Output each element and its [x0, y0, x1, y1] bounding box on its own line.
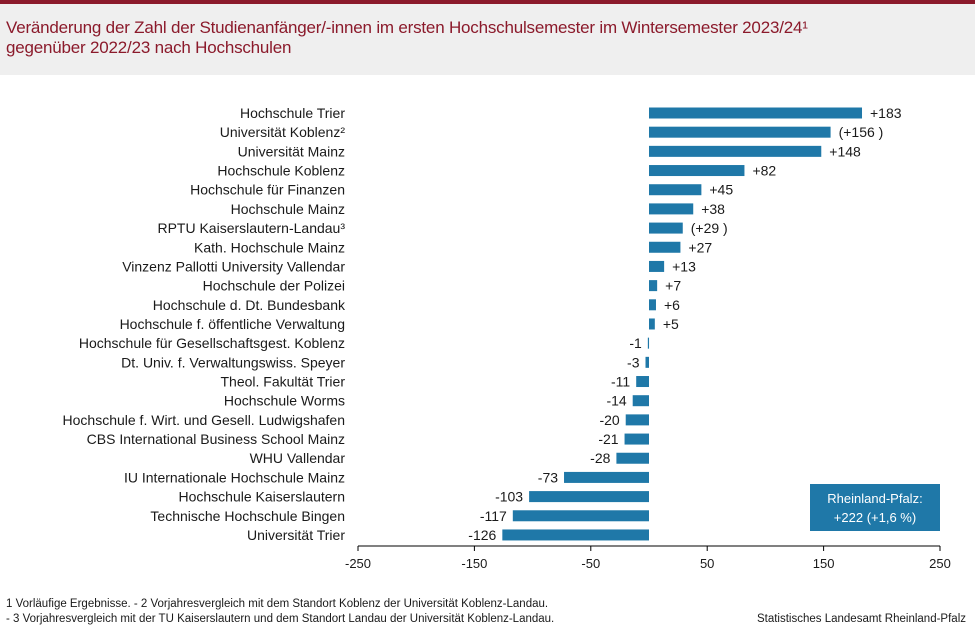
header: Veränderung der Zahl der Studienanfänger…: [0, 4, 975, 75]
bar: [649, 145, 822, 157]
data-label: -28: [590, 450, 610, 466]
footnote-line-2: - 3 Vorjahresvergleich mit der TU Kaiser…: [6, 613, 555, 625]
top-accent-bar: [0, 0, 975, 4]
category-label: Hochschule für Finanzen: [190, 182, 345, 198]
bar: [636, 376, 649, 388]
x-tick-label: 50: [700, 556, 714, 571]
data-label: -21: [598, 431, 618, 447]
category-label: Hochschule f. öffentliche Verwaltung: [120, 316, 345, 332]
category-label: Kath. Hochschule Mainz: [194, 239, 345, 255]
footnote-line-1: 1 Vorläufige Ergebnisse. - 2 Vorjahresve…: [6, 598, 549, 610]
category-label: WHU Vallendar: [250, 450, 346, 466]
bar: [625, 414, 649, 426]
data-label: +27: [688, 239, 712, 255]
category-label: Hochschule f. Wirt. und Gesell. Ludwigsh…: [63, 412, 345, 428]
data-label: -14: [606, 393, 626, 409]
x-tick-label: 150: [813, 556, 835, 571]
bar: [649, 299, 656, 311]
bar: [649, 203, 694, 215]
bar: [649, 126, 831, 138]
category-label: Hochschule Kaiserslautern: [178, 489, 345, 505]
bar: [649, 222, 683, 234]
summary-box-line-1: Rheinland-Pfalz:: [827, 491, 922, 506]
footnotes: 1 Vorläufige Ergebnisse. - 2 Vorjahresve…: [6, 597, 554, 627]
data-label: (+29 ): [691, 220, 728, 236]
bar: [649, 241, 681, 253]
category-label: Hochschule Mainz: [231, 201, 345, 217]
bar: [649, 318, 655, 330]
category-label: Hochschule Worms: [224, 393, 345, 409]
category-label: Hochschule für Gesellschaftsgest. Koblen…: [79, 335, 345, 351]
data-label: +6: [664, 297, 680, 313]
chart-title-line-2: gegenüber 2022/23 nach Hochschulen: [6, 38, 292, 57]
bar: [624, 433, 649, 445]
summary-box-line-2: +222 (+1,6 %): [834, 510, 916, 525]
data-label: -11: [611, 374, 630, 390]
data-label: +5: [663, 316, 679, 332]
bar: [512, 510, 649, 522]
data-label: -3: [627, 354, 640, 370]
category-label: Universität Koblenz²: [220, 124, 346, 140]
data-label: (+156 ): [839, 124, 884, 140]
data-label: +45: [709, 182, 733, 198]
data-label: -126: [468, 527, 496, 543]
x-tick-label: 250: [929, 556, 951, 571]
chart-title-line-1: Veränderung der Zahl der Studienanfänger…: [6, 18, 808, 37]
data-label: -20: [599, 412, 619, 428]
category-label: RPTU Kaiserslautern-Landau³: [157, 220, 345, 236]
category-label: Dt. Univ. f. Verwaltungswiss. Speyer: [121, 354, 345, 370]
source-credit: Statistisches Landesamt Rheinland-Pfalz: [756, 613, 966, 625]
category-label: Universität Trier: [247, 527, 345, 543]
bar: [632, 395, 649, 407]
category-label: Theol. Fakultät Trier: [221, 374, 346, 390]
bar: [502, 529, 649, 541]
bar: [647, 337, 650, 349]
bar: [616, 452, 649, 464]
data-label: -103: [495, 489, 523, 505]
data-label: +13: [672, 258, 696, 274]
category-label: Hochschule Koblenz: [217, 163, 345, 179]
bar: [649, 184, 702, 196]
x-tick-label: -50: [581, 556, 600, 571]
category-label: Technische Hochschule Bingen: [150, 508, 345, 524]
bar: [649, 107, 863, 119]
bar: [529, 491, 649, 503]
category-label: IU Internationale Hochschule Mainz: [124, 469, 345, 485]
x-tick-label: -150: [461, 556, 487, 571]
data-label: -1: [629, 335, 642, 351]
category-label: CBS International Business School Mainz: [87, 431, 345, 447]
bar: [649, 260, 665, 272]
data-label: +148: [829, 143, 861, 159]
category-label: Hochschule d. Dt. Bundesbank: [153, 297, 346, 313]
category-label: Hochschule Trier: [240, 105, 345, 121]
bar: [649, 165, 745, 177]
category-label: Hochschule der Polizei: [203, 278, 345, 294]
data-label: -117: [480, 508, 507, 524]
bar: [645, 356, 649, 368]
data-label: +183: [870, 105, 902, 121]
category-label: Vinzenz Pallotti University Vallendar: [122, 258, 345, 274]
x-tick-label: -250: [345, 556, 371, 571]
bar: [649, 280, 658, 292]
chart-title: Veränderung der Zahl der Studienanfänger…: [6, 18, 966, 58]
data-label: -73: [538, 469, 558, 485]
data-label: +82: [752, 163, 776, 179]
category-label: Universität Mainz: [238, 143, 345, 159]
data-label: +7: [665, 278, 681, 294]
bar: [564, 471, 649, 483]
data-label: +38: [701, 201, 725, 217]
summary-box: [810, 484, 940, 531]
